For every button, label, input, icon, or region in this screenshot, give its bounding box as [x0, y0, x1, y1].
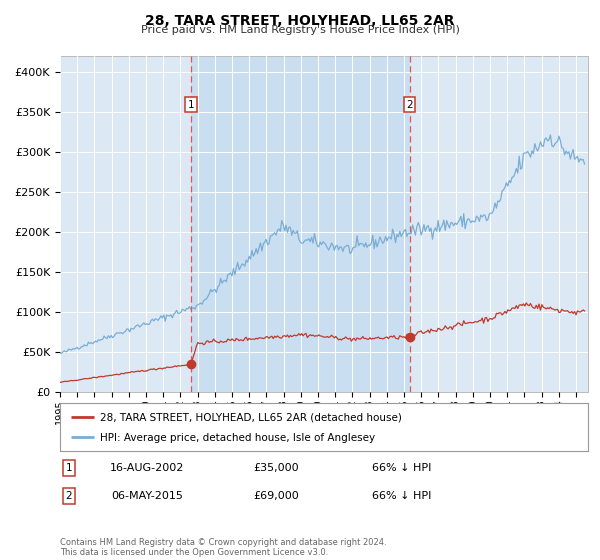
Text: Price paid vs. HM Land Registry's House Price Index (HPI): Price paid vs. HM Land Registry's House … [140, 25, 460, 35]
Text: 1: 1 [65, 463, 73, 473]
Bar [191, 56, 410, 392]
Text: 28, TARA STREET, HOLYHEAD, LL65 2AR: 28, TARA STREET, HOLYHEAD, LL65 2AR [145, 14, 455, 28]
Text: £69,000: £69,000 [253, 491, 299, 501]
Text: 28, TARA STREET, HOLYHEAD, LL65 2AR (detached house): 28, TARA STREET, HOLYHEAD, LL65 2AR (det… [100, 413, 401, 422]
Text: Contains HM Land Registry data © Crown copyright and database right 2024.
This d: Contains HM Land Registry data © Crown c… [60, 538, 386, 557]
Text: HPI: Average price, detached house, Isle of Anglesey: HPI: Average price, detached house, Isle… [100, 433, 375, 444]
Text: 66% ↓ HPI: 66% ↓ HPI [373, 491, 431, 501]
Text: 1: 1 [188, 100, 194, 110]
Text: 16-AUG-2002: 16-AUG-2002 [110, 463, 184, 473]
Text: 06-MAY-2015: 06-MAY-2015 [111, 491, 183, 501]
Text: 66% ↓ HPI: 66% ↓ HPI [373, 463, 431, 473]
Text: 2: 2 [407, 100, 413, 110]
Text: £35,000: £35,000 [253, 463, 299, 473]
Text: 2: 2 [65, 491, 73, 501]
